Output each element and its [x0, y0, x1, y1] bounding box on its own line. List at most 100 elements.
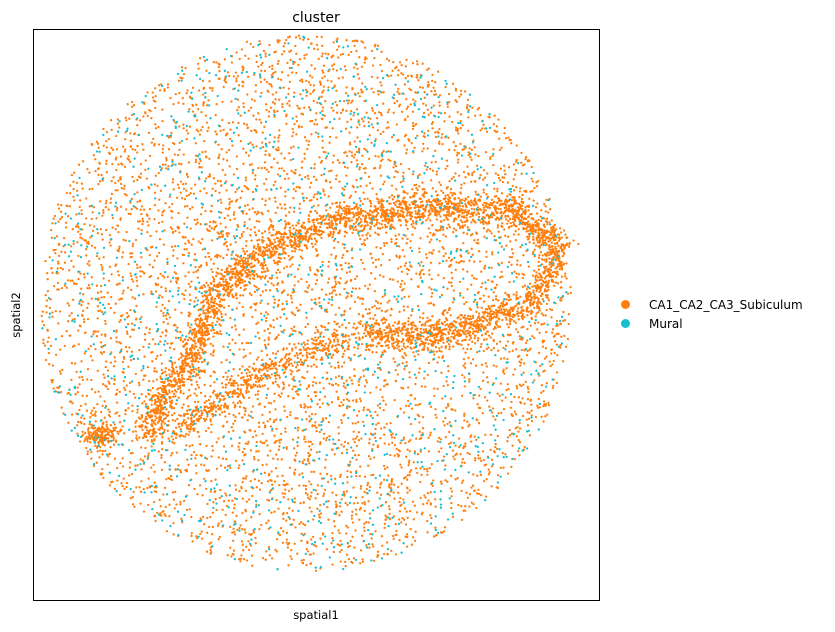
data-point-ca1-ca2-ca3-subiculum — [275, 317, 279, 320]
data-point-ca1-ca2-ca3-subiculum — [437, 436, 441, 440]
data-point-ca1-ca2-ca3-subiculum — [308, 266, 312, 269]
data-point-ca1-ca2-ca3-subiculum — [315, 273, 318, 277]
data-point-ca1-ca2-ca3-subiculum — [419, 276, 422, 279]
data-point-ca1-ca2-ca3-subiculum — [237, 105, 240, 109]
data-point-ca1-ca2-ca3-subiculum — [130, 100, 134, 104]
data-point-ca1-ca2-ca3-subiculum — [506, 323, 509, 326]
data-point-ca1-ca2-ca3-subiculum — [374, 265, 378, 269]
data-point-ca1-ca2-ca3-subiculum — [251, 405, 255, 408]
data-point-ca1-ca2-ca3-subiculum — [420, 437, 423, 440]
data-point-ca1-ca2-ca3-subiculum — [189, 192, 192, 195]
data-point-ca1-ca2-ca3-subiculum — [440, 531, 444, 534]
data-point-ca1-ca2-ca3-subiculum — [122, 187, 126, 190]
data-point-ca1-ca2-ca3-subiculum — [303, 437, 306, 441]
data-point-ca1-ca2-ca3-subiculum — [116, 118, 120, 121]
data-point-ca1-ca2-ca3-subiculum — [517, 430, 520, 433]
data-point-ca1-ca2-ca3-subiculum — [301, 460, 304, 463]
data-point-ca1-ca2-ca3-subiculum — [282, 169, 286, 172]
data-point-ca1-ca2-ca3-subiculum — [545, 382, 548, 385]
data-point-ca1-ca2-ca3-subiculum — [444, 464, 447, 467]
data-point-ca1-ca2-ca3-subiculum — [423, 494, 426, 497]
data-point-ca1-ca2-ca3-subiculum — [376, 76, 379, 79]
data-point-ca1-ca2-ca3-subiculum — [232, 235, 236, 238]
data-point-ca1-ca2-ca3-subiculum — [405, 404, 408, 408]
data-point-ca1-ca2-ca3-subiculum — [147, 131, 151, 135]
data-point-ca1-ca2-ca3-subiculum — [293, 210, 296, 213]
data-point-ca1-ca2-ca3-subiculum — [161, 108, 164, 111]
data-point-ca1-ca2-ca3-subiculum — [249, 234, 252, 237]
data-point-ca1-ca2-ca3-subiculum — [267, 110, 271, 113]
data-point-ca1-ca2-ca3-subiculum — [460, 255, 463, 258]
data-point-ca1-ca2-ca3-subiculum — [548, 221, 551, 224]
data-point-ca1-ca2-ca3-subiculum — [130, 350, 134, 353]
data-point-ca1-ca2-ca3-subiculum — [224, 226, 227, 229]
data-point-ca1-ca2-ca3-subiculum — [313, 163, 316, 166]
data-point-ca1-ca2-ca3-subiculum — [289, 206, 292, 209]
data-point-ca1-ca2-ca3-subiculum — [282, 517, 285, 520]
data-point-ca1-ca2-ca3-subiculum — [417, 371, 421, 374]
data-point-ca1-ca2-ca3-subiculum — [278, 439, 281, 442]
data-point-ca1-ca2-ca3-subiculum — [509, 333, 512, 336]
data-point-ca1-ca2-ca3-subiculum — [433, 89, 437, 93]
data-point-ca1-ca2-ca3-subiculum — [239, 557, 243, 561]
data-point-ca1-ca2-ca3-subiculum — [501, 275, 504, 278]
data-point-ca1-ca2-ca3-subiculum — [290, 557, 293, 561]
data-point-ca1-ca2-ca3-subiculum — [205, 121, 209, 124]
data-point-ca1-ca2-ca3-subiculum — [173, 323, 176, 327]
data-point-ca1-ca2-ca3-subiculum — [394, 234, 397, 237]
data-point-ca1-ca2-ca3-subiculum — [193, 258, 196, 261]
data-point-ca1-ca2-ca3-subiculum — [136, 408, 139, 411]
data-point-ca1-ca2-ca3-subiculum — [169, 280, 173, 283]
data-point-ca1-ca2-ca3-subiculum — [351, 422, 354, 425]
data-point-ca1-ca2-ca3-subiculum — [271, 483, 274, 486]
data-point-ca1-ca2-ca3-subiculum — [405, 455, 408, 458]
data-point-ca1-ca2-ca3-subiculum — [361, 560, 365, 563]
data-point-ca1-ca2-ca3-subiculum — [330, 80, 333, 83]
data-point-ca1-ca2-ca3-subiculum — [199, 443, 202, 446]
data-point-ca1-ca2-ca3-subiculum — [89, 411, 93, 415]
data-point-ca1-ca2-ca3-subiculum — [516, 355, 520, 358]
data-point-ca1-ca2-ca3-subiculum — [182, 72, 186, 76]
data-point-ca1-ca2-ca3-subiculum — [255, 434, 258, 437]
data-point-ca1-ca2-ca3-subiculum — [200, 166, 203, 169]
data-point-ca1-ca2-ca3-subiculum — [46, 340, 49, 344]
data-point-ca1-ca2-ca3-subiculum — [418, 421, 421, 424]
data-point-ca1-ca2-ca3-subiculum — [249, 352, 252, 355]
data-point-ca1-ca2-ca3-subiculum — [136, 284, 139, 288]
data-point-ca1-ca2-ca3-subiculum — [287, 87, 291, 90]
data-point-ca1-ca2-ca3-subiculum — [467, 251, 470, 255]
data-point-ca1-ca2-ca3-subiculum — [431, 292, 434, 295]
data-point-ca1-ca2-ca3-subiculum — [438, 101, 441, 104]
data-point-ca1-ca2-ca3-subiculum — [320, 307, 323, 310]
data-point-ca1-ca2-ca3-subiculum — [457, 261, 461, 265]
data-point-ca1-ca2-ca3-subiculum — [141, 222, 144, 226]
data-point-ca1-ca2-ca3-subiculum — [303, 57, 306, 60]
data-point-ca1-ca2-ca3-subiculum — [387, 158, 390, 161]
data-point-ca1-ca2-ca3-subiculum — [119, 175, 122, 179]
data-point-ca1-ca2-ca3-subiculum — [368, 442, 371, 445]
data-point-ca1-ca2-ca3-subiculum — [103, 333, 107, 336]
data-point-ca1-ca2-ca3-subiculum — [220, 184, 223, 187]
data-point-ca1-ca2-ca3-subiculum — [287, 177, 290, 180]
data-point-ca1-ca2-ca3-subiculum — [46, 289, 50, 293]
data-point-ca1-ca2-ca3-subiculum — [402, 342, 405, 345]
data-point-ca1-ca2-ca3-subiculum — [507, 136, 510, 139]
data-point-ca1-ca2-ca3-subiculum — [497, 230, 500, 233]
data-point-ca1-ca2-ca3-subiculum — [395, 298, 398, 301]
data-point-ca1-ca2-ca3-subiculum — [135, 207, 139, 210]
data-point-ca1-ca2-ca3-subiculum — [515, 158, 518, 162]
data-point-ca1-ca2-ca3-subiculum — [353, 300, 357, 304]
data-point-ca1-ca2-ca3-subiculum — [164, 505, 167, 509]
data-point-ca1-ca2-ca3-subiculum — [178, 162, 181, 165]
data-point-ca1-ca2-ca3-subiculum — [479, 297, 482, 300]
data-point-ca1-ca2-ca3-subiculum — [484, 287, 488, 290]
data-point-ca1-ca2-ca3-subiculum — [231, 144, 234, 147]
data-point-ca1-ca2-ca3-subiculum — [160, 468, 164, 472]
data-point-ca1-ca2-ca3-subiculum — [323, 75, 326, 78]
data-point-ca1-ca2-ca3-subiculum — [331, 531, 334, 535]
data-point-ca1-ca2-ca3-subiculum — [208, 157, 211, 160]
data-point-ca1-ca2-ca3-subiculum — [211, 444, 214, 448]
data-point-ca1-ca2-ca3-subiculum — [343, 361, 346, 364]
data-point-ca1-ca2-ca3-subiculum — [471, 484, 475, 487]
data-point-ca1-ca2-ca3-subiculum — [54, 309, 57, 313]
